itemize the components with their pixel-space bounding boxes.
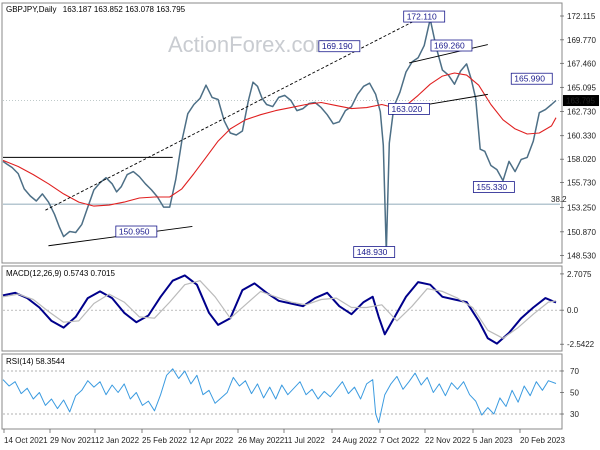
watermark: ActionForex.com xyxy=(168,32,333,57)
annotation-label: 155.330 xyxy=(476,182,507,192)
macd-line xyxy=(2,274,557,345)
ohlc-values: 163.187 163.852 163.078 163.795 xyxy=(63,5,186,14)
x-tick-label: 12 Apr 2022 xyxy=(190,436,234,445)
annotation-label: 150.950 xyxy=(119,227,150,237)
rsi-tick-label: 70 xyxy=(570,367,579,376)
macd-title: MACD(12,26,9) 0.5743 0.7015 xyxy=(6,269,116,278)
symbol-name: GBPJPY,Daily xyxy=(6,5,57,14)
current-price-label: 163.795 xyxy=(566,97,595,106)
axis-layer: 172.115 169.770 167.460 165.095 162.730 160.3… xyxy=(3,12,599,445)
price-tick-label: 158.020 xyxy=(567,155,596,164)
macd-panel xyxy=(1,265,563,352)
annotation-label: 169.190 xyxy=(322,41,353,51)
annotation-label: 169.260 xyxy=(434,41,465,51)
rsi-layer: RSI(14) 58.3544 xyxy=(2,357,560,424)
rsi-line xyxy=(2,368,557,424)
price-line xyxy=(2,18,557,253)
annotation-label: 172.110 xyxy=(407,12,437,22)
x-tick-label: 11 Jul 2022 xyxy=(284,436,325,445)
price-tick-label: 155.730 xyxy=(567,178,596,187)
price-tick-label: 153.250 xyxy=(567,204,596,213)
fib-level-label: 38.2 xyxy=(551,195,567,204)
annotation-box xyxy=(353,246,396,258)
price-tick-label: 165.095 xyxy=(567,83,596,92)
rsi-panel xyxy=(1,353,563,430)
x-tick-label: 20 Feb 2023 xyxy=(520,436,565,445)
price-tick-label: 167.460 xyxy=(567,59,596,68)
annotation-box xyxy=(403,10,446,23)
annotation-box xyxy=(318,40,361,53)
x-tick-label: 22 Nov 2022 xyxy=(425,436,471,445)
current-price-tag xyxy=(563,95,599,107)
annotation-label: 148.930 xyxy=(357,247,388,257)
price-tick-label: 162.730 xyxy=(567,107,596,116)
annotation-label: 163.020 xyxy=(392,104,423,114)
macd-tick-label: 2.7075 xyxy=(567,270,592,279)
annotation-label: 165.990 xyxy=(514,74,545,84)
price-layer: 38.2 172.110 169.190 169.260 165.990 163.020 1… xyxy=(2,10,567,258)
macd-tick-label: -2.5422 xyxy=(567,340,595,349)
x-tick-label: 29 Nov 2021 xyxy=(50,436,96,445)
annotation-box xyxy=(430,39,473,52)
macd-signal-line xyxy=(2,280,557,339)
price-tick-label: 169.770 xyxy=(567,36,596,45)
x-tick-label: 26 May 2022 xyxy=(238,436,285,445)
rsi-title: RSI(14) 58.3544 xyxy=(6,357,65,366)
price-tick-label: 172.115 xyxy=(567,12,596,21)
x-tick-label: 7 Oct 2022 xyxy=(380,436,420,445)
x-tick-label: 25 Feb 2022 xyxy=(142,436,187,445)
price-tick-label: 150.870 xyxy=(567,228,596,237)
annotation-box xyxy=(510,72,553,85)
x-tick-label: 12 Jan 2022 xyxy=(95,436,140,445)
annotation-box xyxy=(115,225,158,238)
symbol-label: GBPJPY,Daily 163.187 163.852 163.078 163… xyxy=(6,5,186,14)
macd-tick-label: 0.0 xyxy=(567,306,579,315)
annotation-box xyxy=(388,103,430,115)
annotation-box xyxy=(472,181,515,193)
x-tick-label: 5 Jan 2023 xyxy=(473,436,513,445)
moving-average-line xyxy=(2,72,557,207)
price-tick-label: 148.530 xyxy=(567,252,596,261)
macd-layer: MACD(12,26,9) 0.5743 0.7015 xyxy=(2,269,560,345)
price-tick-label: 160.330 xyxy=(567,132,596,141)
x-tick-label: 14 Oct 2021 xyxy=(4,436,48,445)
trendline-5 xyxy=(408,44,488,64)
rsi-tick-label: 50 xyxy=(570,389,579,398)
trendline-3 xyxy=(45,14,426,211)
rsi-tick-label: 30 xyxy=(570,410,579,419)
x-tick-label: 24 Aug 2022 xyxy=(332,436,377,445)
